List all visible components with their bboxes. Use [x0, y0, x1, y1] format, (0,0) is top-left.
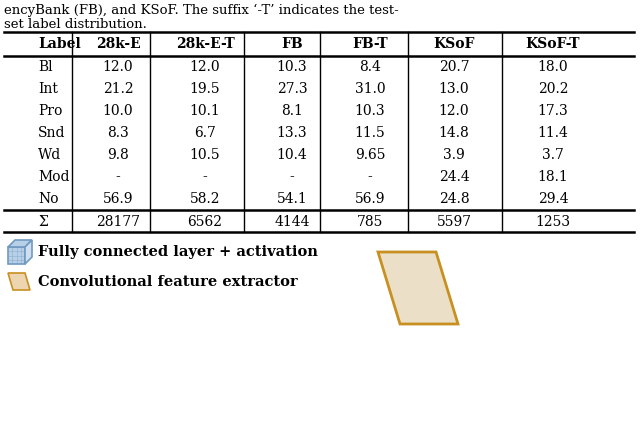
- Text: 20.2: 20.2: [538, 82, 568, 96]
- Text: 27.3: 27.3: [276, 82, 307, 96]
- Text: 8.4: 8.4: [359, 60, 381, 74]
- Text: Snd: Snd: [38, 126, 65, 140]
- Text: 8.3: 8.3: [107, 126, 129, 140]
- Text: 11.5: 11.5: [355, 126, 385, 140]
- Text: -: -: [367, 170, 372, 184]
- Text: 18.0: 18.0: [538, 60, 568, 74]
- Text: 4144: 4144: [275, 215, 310, 229]
- Text: -: -: [116, 170, 120, 184]
- Text: Bl: Bl: [38, 60, 52, 74]
- Text: Σ: Σ: [38, 215, 48, 229]
- Text: 20.7: 20.7: [438, 60, 469, 74]
- Text: -: -: [290, 170, 294, 184]
- Text: 3.9: 3.9: [443, 148, 465, 162]
- Polygon shape: [8, 247, 25, 264]
- Text: 9.8: 9.8: [107, 148, 129, 162]
- Text: 6.7: 6.7: [194, 126, 216, 140]
- Text: 10.3: 10.3: [276, 60, 307, 74]
- Text: 3.7: 3.7: [542, 148, 564, 162]
- Polygon shape: [25, 240, 32, 264]
- Text: 12.0: 12.0: [102, 60, 133, 74]
- Text: KSoF-T: KSoF-T: [525, 37, 580, 51]
- Text: No: No: [38, 192, 58, 206]
- Text: 10.1: 10.1: [189, 104, 220, 118]
- Text: 12.0: 12.0: [189, 60, 220, 74]
- Polygon shape: [8, 240, 32, 247]
- Text: Pro: Pro: [38, 104, 62, 118]
- Text: 8.1: 8.1: [281, 104, 303, 118]
- Text: FB: FB: [281, 37, 303, 51]
- Text: 28k-E-T: 28k-E-T: [175, 37, 234, 51]
- Text: Label: Label: [38, 37, 81, 51]
- Text: 10.4: 10.4: [276, 148, 307, 162]
- Text: 13.0: 13.0: [438, 82, 469, 96]
- Text: Fully connected layer + activation: Fully connected layer + activation: [38, 245, 318, 259]
- Text: 29.4: 29.4: [538, 192, 568, 206]
- Text: 19.5: 19.5: [189, 82, 220, 96]
- Text: 14.8: 14.8: [438, 126, 469, 140]
- Text: 24.8: 24.8: [438, 192, 469, 206]
- Text: 17.3: 17.3: [538, 104, 568, 118]
- Text: KSoF: KSoF: [433, 37, 475, 51]
- Text: 28k-E: 28k-E: [95, 37, 140, 51]
- Polygon shape: [378, 252, 458, 324]
- Text: Mod: Mod: [38, 170, 70, 184]
- Text: 58.2: 58.2: [189, 192, 220, 206]
- Text: Convolutional feature extractor: Convolutional feature extractor: [38, 274, 298, 289]
- Text: 24.4: 24.4: [438, 170, 469, 184]
- Text: 10.3: 10.3: [355, 104, 385, 118]
- Polygon shape: [8, 273, 30, 290]
- Text: 5597: 5597: [436, 215, 472, 229]
- Text: 18.1: 18.1: [538, 170, 568, 184]
- Text: 12.0: 12.0: [438, 104, 469, 118]
- Text: FB-T: FB-T: [352, 37, 388, 51]
- Text: 21.2: 21.2: [102, 82, 133, 96]
- Text: 6562: 6562: [188, 215, 223, 229]
- Text: 56.9: 56.9: [103, 192, 133, 206]
- Text: 10.0: 10.0: [102, 104, 133, 118]
- Text: 56.9: 56.9: [355, 192, 385, 206]
- Text: 11.4: 11.4: [538, 126, 568, 140]
- Text: 28177: 28177: [96, 215, 140, 229]
- Text: 31.0: 31.0: [355, 82, 385, 96]
- Text: Wd: Wd: [38, 148, 61, 162]
- Text: set label distribution.: set label distribution.: [4, 18, 147, 31]
- Text: 54.1: 54.1: [276, 192, 307, 206]
- Text: 9.65: 9.65: [355, 148, 385, 162]
- Text: Int: Int: [38, 82, 58, 96]
- Text: -: -: [203, 170, 207, 184]
- Text: 10.5: 10.5: [189, 148, 220, 162]
- Text: 13.3: 13.3: [276, 126, 307, 140]
- Text: encyBank (FB), and KSoF. The suffix ‘-T’ indicates the test-: encyBank (FB), and KSoF. The suffix ‘-T’…: [4, 4, 399, 17]
- Text: 785: 785: [357, 215, 383, 229]
- Text: 1253: 1253: [536, 215, 571, 229]
